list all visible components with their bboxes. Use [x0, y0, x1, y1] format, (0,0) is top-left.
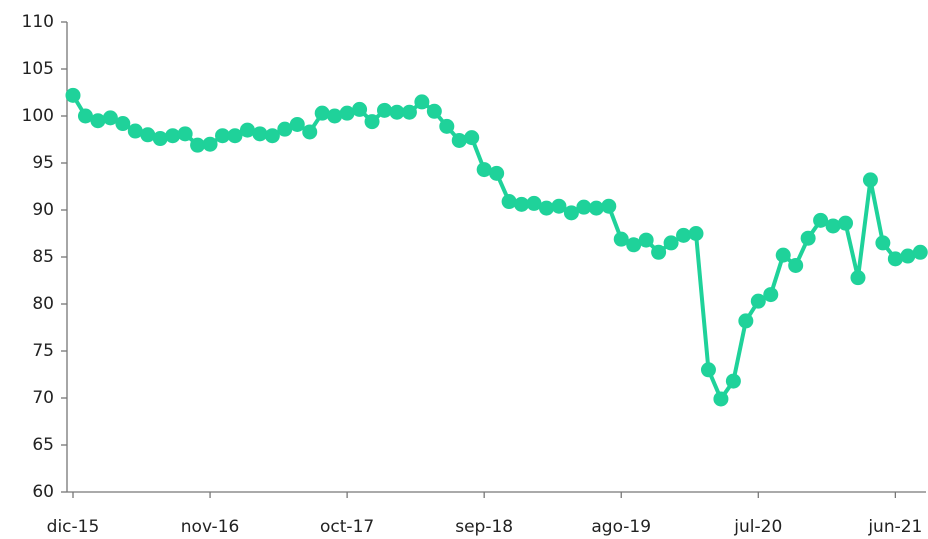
point	[314, 105, 330, 121]
point	[202, 136, 218, 152]
point	[850, 270, 866, 286]
point	[165, 128, 181, 144]
point	[65, 87, 81, 103]
point	[613, 231, 629, 247]
point	[140, 127, 156, 143]
x-tick-label: dic-15	[47, 517, 100, 537]
point	[763, 287, 779, 303]
point	[90, 113, 106, 129]
point	[551, 198, 567, 214]
point	[476, 162, 492, 178]
point	[514, 196, 530, 212]
point	[775, 247, 791, 263]
point	[813, 212, 829, 228]
point	[626, 237, 642, 253]
point	[327, 108, 343, 124]
x-tick-label: ago-19	[591, 517, 651, 537]
point	[215, 128, 231, 144]
point	[264, 128, 280, 144]
point	[738, 313, 754, 329]
point	[426, 103, 442, 119]
point	[601, 198, 617, 214]
y-tick-label: 110	[22, 12, 54, 32]
y-tick-label: 70	[32, 388, 54, 408]
point	[489, 165, 505, 181]
point	[900, 248, 916, 264]
point	[526, 195, 542, 211]
point	[152, 131, 168, 147]
point	[227, 128, 243, 144]
point	[289, 116, 305, 132]
point	[377, 102, 392, 118]
point	[563, 205, 579, 221]
x-tick-label: jun-21	[867, 517, 922, 537]
point	[401, 104, 417, 120]
point	[651, 244, 667, 260]
point	[339, 105, 355, 121]
point	[875, 235, 891, 251]
point	[588, 200, 604, 216]
point	[389, 104, 405, 120]
point	[190, 137, 206, 153]
point	[538, 200, 554, 216]
point	[239, 122, 255, 138]
point	[663, 235, 679, 251]
point	[451, 132, 467, 148]
point	[501, 194, 517, 210]
y-tick-label: 105	[22, 59, 54, 79]
y-tick-label: 95	[32, 153, 54, 173]
y-tick-label: 60	[32, 482, 54, 502]
point	[177, 126, 193, 142]
point	[862, 172, 878, 188]
point	[115, 116, 131, 132]
y-tick-label: 85	[32, 247, 54, 267]
point	[713, 391, 729, 407]
point	[638, 232, 654, 248]
point	[887, 251, 903, 267]
x-tick-label: oct-17	[320, 517, 374, 537]
point	[750, 293, 766, 309]
point	[252, 126, 268, 142]
point	[302, 124, 318, 140]
point	[825, 218, 841, 234]
point	[676, 227, 692, 243]
y-tick-label: 75	[32, 341, 54, 361]
point	[788, 257, 804, 273]
y-tick-label: 100	[22, 106, 54, 126]
y-tick-label: 90	[32, 200, 54, 220]
point	[688, 226, 704, 241]
point	[576, 199, 592, 215]
point	[352, 101, 368, 117]
x-tick-label: sep-18	[455, 517, 513, 537]
point	[102, 110, 118, 126]
y-tick-label: 80	[32, 294, 54, 314]
x-tick-label: nov-16	[181, 517, 240, 537]
x-tick-label: jul-20	[733, 517, 782, 537]
y-tick-label: 65	[32, 435, 54, 455]
point	[77, 108, 93, 124]
point	[725, 373, 741, 389]
point	[364, 114, 380, 130]
point	[912, 244, 928, 260]
point	[800, 230, 816, 246]
point	[464, 130, 480, 146]
point	[838, 215, 854, 231]
point	[127, 123, 143, 139]
point	[414, 94, 430, 110]
point	[277, 121, 293, 137]
point	[700, 362, 716, 378]
point	[439, 118, 455, 134]
